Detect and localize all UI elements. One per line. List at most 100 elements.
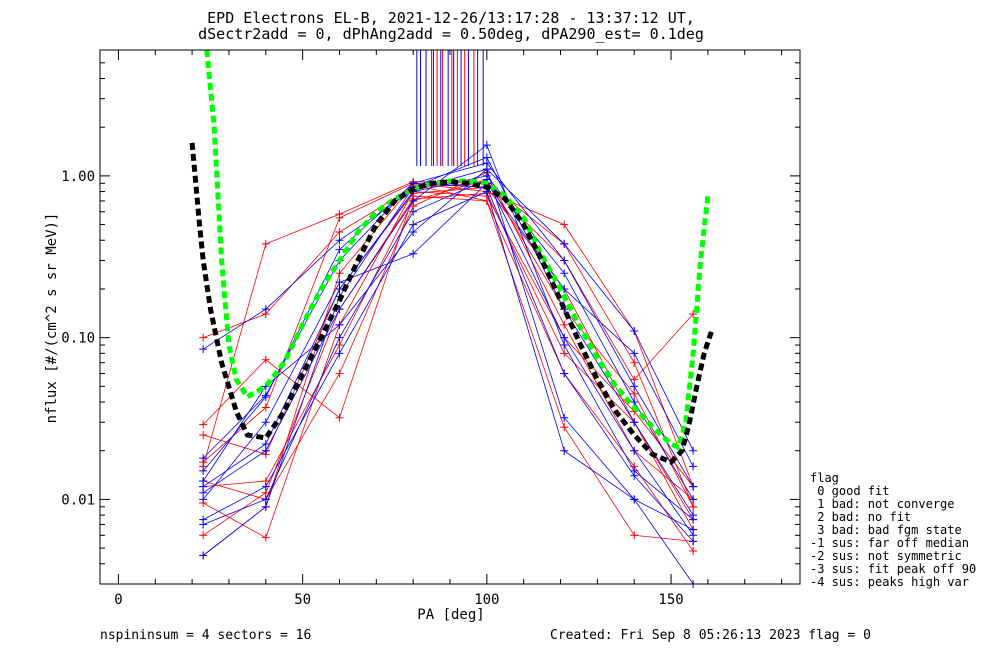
data-point-blue (409, 207, 418, 216)
y-tick-label: 0.01 (61, 492, 95, 508)
footer-left: nspininsum = 4 sectors = 16 (100, 628, 311, 643)
legend-item: -4 sus: peaks high var (810, 575, 969, 589)
series-line-red (202, 195, 694, 542)
data-point-blue (261, 446, 270, 455)
data-point-blue (560, 256, 569, 265)
data-point-blue (689, 495, 698, 504)
series-line-red (203, 186, 694, 520)
data-point-blue (199, 515, 208, 524)
series-line-red (203, 171, 694, 500)
data-point-blue (689, 462, 698, 471)
data-point-blue (630, 382, 639, 391)
chart-title-line1: EPD Electrons EL-B, 2021-12-26/13:17:28 … (207, 9, 695, 27)
data-point-blue (335, 278, 344, 287)
data-point-blue (630, 326, 639, 335)
data-point-red (630, 389, 639, 398)
data-point-blue (689, 537, 698, 546)
legend-item: -3 sus: fit peak off 90 (810, 562, 976, 576)
data-point-red (560, 220, 569, 229)
data-point-blue (630, 495, 639, 504)
data-point-blue (409, 227, 418, 236)
series-line-blue (202, 144, 694, 520)
data-point-blue (560, 369, 569, 378)
data-point-red (630, 358, 639, 367)
series-line-blue (202, 156, 694, 556)
series-line-red (203, 179, 694, 507)
series-line-blue (202, 175, 694, 500)
data-layer (189, 49, 714, 588)
data-point-blue (409, 220, 418, 229)
data-point-blue (689, 515, 698, 524)
legend-item: 1 bad: not converge (810, 497, 955, 511)
data-point-blue (261, 305, 270, 314)
data-point-blue (630, 471, 639, 480)
data-point-red (560, 423, 569, 432)
fit-curve-black (189, 142, 714, 466)
data-point-blue (409, 249, 418, 258)
x-tick-label: 0 (114, 592, 122, 608)
data-point-blue (261, 418, 270, 427)
legend-item: 0 good fit (810, 484, 889, 498)
data-point-blue (630, 349, 639, 358)
series-line-blue (203, 191, 694, 585)
series-line-red (202, 192, 694, 536)
data-point-blue (199, 495, 208, 504)
legend-item: 3 bad: bad fgm state (810, 523, 962, 537)
data-point-red (335, 341, 344, 350)
data-point-red (199, 333, 208, 342)
data-point-blue (630, 398, 639, 407)
data-point-blue (560, 341, 569, 350)
data-point-red (560, 349, 569, 358)
x-tick-label: 150 (658, 592, 683, 608)
data-point-blue (560, 269, 569, 278)
chart-title-line2: dSectr2add = 0, dPhAng2add = 0.50deg, dP… (198, 25, 704, 43)
series-line-blue (202, 162, 694, 487)
x-axis-label: PA [deg] (417, 607, 484, 623)
data-point-red (335, 269, 344, 278)
data-point-blue (261, 502, 270, 511)
data-point-blue (199, 476, 208, 485)
legend-item: 2 bad: no fit (810, 510, 911, 524)
data-point-blue (560, 446, 569, 455)
data-point-blue (409, 179, 418, 188)
data-point-blue (199, 551, 208, 560)
data-point-blue (689, 482, 698, 491)
data-point-blue (199, 345, 208, 354)
data-point-blue (560, 239, 569, 248)
data-point-blue (261, 392, 270, 401)
data-point-blue (630, 418, 639, 427)
data-point-blue (630, 446, 639, 455)
data-point-red (261, 533, 270, 542)
series-line-red (203, 182, 694, 507)
data-point-blue (261, 482, 270, 491)
data-point-blue (689, 525, 698, 534)
data-point-red (335, 227, 344, 236)
data-point-red (689, 310, 698, 319)
y-axis-label: nflux [#/(cm^2 s sr MeV)] (44, 213, 60, 424)
data-point-red (560, 320, 569, 329)
footer-right: Created: Fri Sep 8 05:26:13 2023 flag = … (550, 628, 871, 643)
legend-item: -2 sus: not symmetric (810, 549, 962, 563)
data-point-blue (482, 141, 491, 150)
data-point-red (335, 413, 344, 422)
data-point-blue (689, 446, 698, 455)
y-tick-label: 1.00 (61, 169, 95, 185)
data-point-red (689, 502, 698, 511)
legend-item: -1 sus: far off median (810, 536, 969, 550)
series-line-blue (202, 182, 694, 500)
series-line-blue (202, 182, 694, 542)
data-point-blue (261, 440, 270, 449)
data-point-blue (482, 165, 491, 174)
fit-curve-green (204, 49, 711, 451)
y-tick-label: 0.10 (61, 331, 95, 347)
data-point-blue (335, 320, 344, 329)
data-point-red (199, 420, 208, 429)
data-point-red (630, 531, 639, 540)
data-point-red (335, 210, 344, 219)
axis-layer: 0 50 100 150 0.01 0.10 1.00 (61, 49, 800, 608)
data-point-blue (199, 454, 208, 463)
series-line-red (202, 184, 694, 556)
data-point-blue (199, 466, 208, 475)
data-point-red (689, 546, 698, 555)
